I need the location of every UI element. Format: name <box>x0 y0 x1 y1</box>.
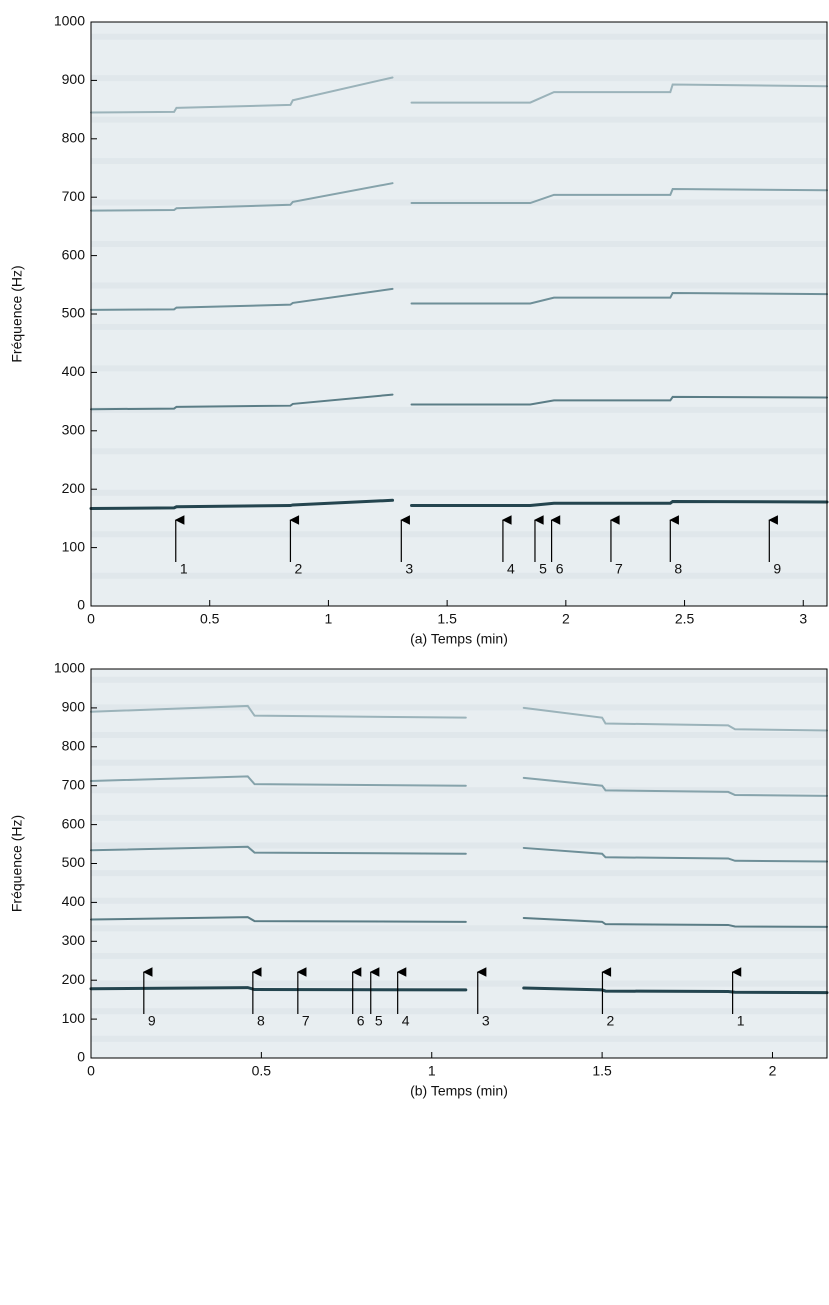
y-tick-label: 800 <box>62 738 86 754</box>
y-tick-label: 100 <box>62 1010 86 1026</box>
event-label: 4 <box>507 561 515 577</box>
y-tick-label: 200 <box>62 971 86 987</box>
y-tick-label: 1000 <box>54 660 85 676</box>
y-axis-label: Fréquence (Hz) <box>9 265 25 362</box>
spectrogram-background <box>91 22 827 606</box>
y-tick-label: 500 <box>62 305 86 321</box>
noise-band <box>91 1035 827 1042</box>
harmonic-trace <box>89 986 829 995</box>
x-tick-label: 2.5 <box>675 611 695 627</box>
y-axis-label: Fréquence (Hz) <box>9 815 25 912</box>
harmonic-trace <box>90 704 828 732</box>
x-tick-label: 0.5 <box>200 611 220 627</box>
x-axis-label: (a) Temps (min) <box>410 631 508 647</box>
noise-band <box>91 870 827 877</box>
noise-band <box>91 158 827 165</box>
event-label: 6 <box>556 561 564 577</box>
event-label: 5 <box>539 561 547 577</box>
event-label: 3 <box>482 1013 490 1029</box>
noise-band <box>91 241 827 247</box>
noise-band <box>91 448 827 455</box>
x-axis-label: (b) Temps (min) <box>410 1083 508 1099</box>
y-tick-label: 0 <box>77 597 85 613</box>
y-tick-label: 600 <box>62 246 86 262</box>
y-tick-label: 900 <box>62 71 86 87</box>
noise-band <box>91 572 827 579</box>
x-tick-label: 1.5 <box>437 611 457 627</box>
event-label: 6 <box>357 1013 365 1029</box>
y-tick-label: 600 <box>62 815 86 831</box>
y-tick-label: 200 <box>62 480 86 496</box>
x-tick-label: 3 <box>799 611 807 627</box>
noise-band <box>91 33 827 40</box>
x-tick-label: 0 <box>87 1063 95 1079</box>
y-tick-label: 700 <box>62 188 86 204</box>
x-tick-label: 1 <box>428 1063 436 1079</box>
y-tick-label: 500 <box>62 854 86 870</box>
harmonic-trace <box>90 393 828 411</box>
event-label: 8 <box>257 1013 265 1029</box>
harmonic-trace <box>90 287 828 311</box>
noise-band <box>91 531 827 538</box>
spectrogram-background <box>91 669 827 1058</box>
event-label: 1 <box>737 1013 745 1029</box>
noise-band <box>91 365 827 372</box>
y-tick-label: 300 <box>62 932 86 948</box>
noise-band <box>91 282 827 289</box>
noise-band <box>91 406 827 413</box>
y-tick-label: 1000 <box>54 13 85 29</box>
noise-band <box>91 323 827 330</box>
noise-band <box>91 925 827 932</box>
noise-band <box>91 676 827 683</box>
noise-band <box>91 489 827 496</box>
x-tick-label: 0 <box>87 611 95 627</box>
noise-band <box>91 759 827 766</box>
y-tick-label: 700 <box>62 776 86 792</box>
noise-band <box>91 732 827 739</box>
noise-band <box>91 897 827 904</box>
x-tick-label: 2 <box>769 1063 777 1079</box>
y-tick-label: 400 <box>62 893 86 909</box>
noise-band <box>91 1008 827 1015</box>
harmonic-trace <box>90 916 828 928</box>
event-label: 7 <box>302 1013 310 1029</box>
noise-band <box>91 814 827 821</box>
x-tick-label: 2 <box>562 611 570 627</box>
y-tick-label: 300 <box>62 422 86 438</box>
event-label: 7 <box>615 561 623 577</box>
noise-band <box>91 116 827 123</box>
event-label: 1 <box>180 561 188 577</box>
y-tick-label: 100 <box>62 538 86 554</box>
x-tick-label: 0.5 <box>252 1063 272 1079</box>
event-label: 5 <box>375 1013 383 1029</box>
harmonic-trace <box>90 182 828 212</box>
harmonic-trace <box>90 775 828 797</box>
event-label: 9 <box>773 561 781 577</box>
noise-band <box>91 787 827 794</box>
event-label: 9 <box>148 1013 156 1029</box>
noise-band <box>91 842 827 849</box>
event-label: 2 <box>295 561 303 577</box>
y-tick-label: 800 <box>62 130 86 146</box>
x-tick-label: 1.5 <box>592 1063 612 1079</box>
harmonic-trace <box>90 845 828 863</box>
y-tick-label: 900 <box>62 699 86 715</box>
harmonic-trace <box>89 498 829 510</box>
harmonic-trace <box>90 76 828 114</box>
event-label: 4 <box>402 1013 410 1029</box>
y-tick-label: 400 <box>62 363 86 379</box>
x-tick-label: 1 <box>325 611 333 627</box>
event-label: 2 <box>607 1013 615 1029</box>
noise-band <box>91 75 827 82</box>
noise-band <box>91 980 827 987</box>
event-label: 8 <box>674 561 682 577</box>
y-tick-label: 0 <box>77 1049 85 1065</box>
event-label: 3 <box>405 561 413 577</box>
noise-band <box>91 952 827 959</box>
noise-band <box>91 704 827 711</box>
